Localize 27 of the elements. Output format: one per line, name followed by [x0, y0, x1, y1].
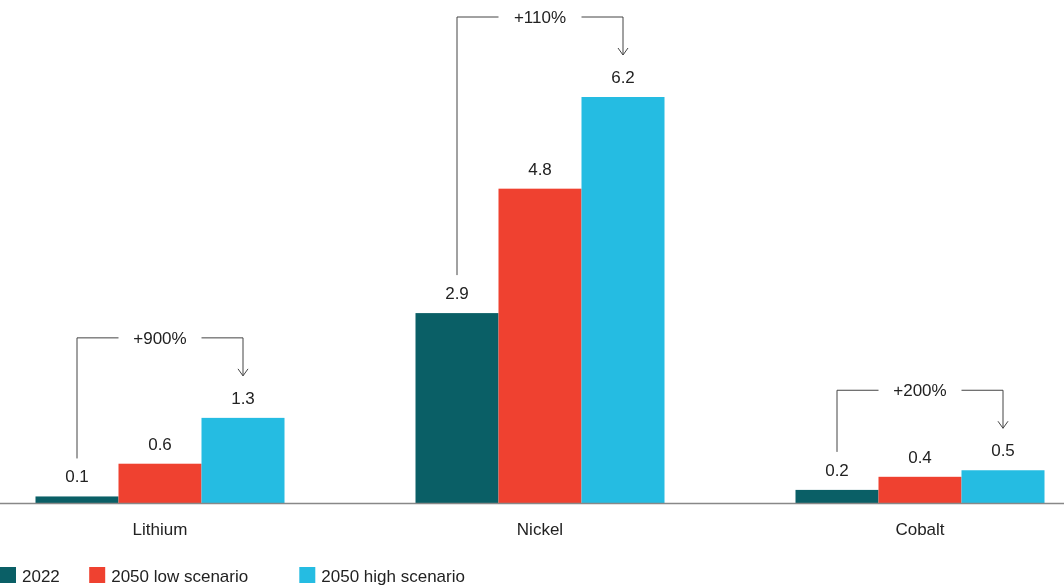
bar [795, 489, 879, 503]
annotation: +200% [893, 381, 947, 401]
bar [35, 496, 119, 503]
bar [118, 463, 202, 503]
data-label: 0.1 [65, 467, 89, 487]
x-tick-label: Cobalt [895, 520, 945, 539]
bar [498, 188, 582, 503]
x-tick-label: Nickel [516, 520, 564, 539]
legend-label: 2022 [22, 567, 60, 586]
legend-label: 2050 high scenario [321, 567, 465, 586]
legend-label: 2050 low scenario [111, 567, 249, 586]
bar [961, 470, 1045, 503]
bar [581, 97, 665, 503]
data-label: 0.4 [908, 447, 932, 467]
data-label: 6.2 [611, 68, 635, 87]
bar [415, 313, 499, 503]
bar [878, 476, 962, 503]
data-label: 0.2 [825, 460, 849, 480]
annotation: +900% [133, 328, 187, 348]
data-label: 2.9 [445, 284, 469, 304]
text: +110% [513, 8, 567, 27]
data-label: 0.6 [148, 434, 172, 454]
data-label: 4.8 [528, 159, 552, 179]
data-label: 1.3 [231, 388, 255, 408]
data-label: 0.5 [991, 441, 1015, 461]
bar [201, 417, 285, 503]
x-tick-label: Lithium [132, 520, 188, 539]
